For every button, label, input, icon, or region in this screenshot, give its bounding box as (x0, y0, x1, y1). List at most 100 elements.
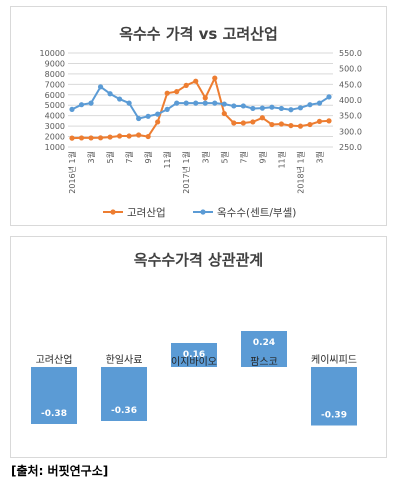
series-2-point (307, 102, 313, 108)
series-1-point (212, 75, 218, 81)
series-1-point (88, 135, 94, 141)
series-1-point (259, 115, 265, 121)
series-1-point (193, 78, 199, 84)
series-1-point (231, 120, 237, 126)
series-2-point (326, 94, 332, 100)
series-2-point (164, 106, 170, 112)
x-tick-label: 9월 (257, 151, 267, 163)
legend-marker (110, 209, 116, 215)
bar-4 (241, 331, 287, 367)
series-1-point (240, 120, 246, 126)
x-tick-label: 11월 (162, 151, 172, 169)
y-left-tick-label: 4000 (45, 112, 65, 121)
series-1-point (183, 82, 189, 88)
y-right-tick-label: 400.0 (339, 96, 362, 105)
bar-3 (171, 343, 217, 367)
y-right-tick-label: 350.0 (339, 112, 362, 121)
bar-2 (101, 367, 147, 421)
series-1-point (269, 121, 275, 128)
series-2-point (212, 100, 218, 106)
series-2-point (202, 100, 208, 106)
price-chart-title: 옥수수 가격 vs 고려산업 (119, 25, 278, 43)
series-1-point (145, 133, 151, 140)
y-left-tick-label: 9000 (45, 59, 65, 68)
x-tick-label: 11월 (276, 151, 286, 169)
bar-value-label: -0.39 (321, 411, 347, 421)
y-left-tick-label: 6000 (45, 91, 65, 100)
legend-marker (200, 209, 206, 215)
series-1-point (278, 121, 285, 127)
x-tick-label: 7월 (124, 151, 134, 163)
y-right-tick-label: 500.0 (339, 65, 362, 74)
series-1-point (202, 95, 208, 101)
series-1-point (97, 135, 104, 141)
y-left-tick-label: 5000 (45, 101, 65, 110)
bar-value-label: -0.38 (41, 409, 67, 419)
series-1-point (250, 119, 256, 125)
series-2-point (155, 111, 161, 117)
series-2-point (250, 105, 256, 112)
bar-category-label: 고려산업 (36, 353, 73, 366)
series-2-point (231, 103, 237, 109)
series-1-point (126, 133, 132, 139)
series-1-point (326, 118, 332, 124)
bar-category-label: 한일사료 (106, 354, 143, 366)
series-1-point (164, 90, 170, 96)
x-tick-label: 2016년 1월 (67, 151, 77, 194)
y-right-tick-label: 450.0 (339, 80, 362, 89)
bar-value-label: -0.36 (111, 406, 137, 416)
series-1-point (78, 135, 85, 141)
y-left-tick-label: 8000 (45, 70, 65, 79)
bar-category-label: 팜스코 (250, 356, 278, 368)
legend-label: 옥수수(센트/부셸) (217, 207, 296, 219)
y-left-tick-label: 2000 (45, 133, 65, 142)
series-2-point (78, 102, 85, 108)
series-1-point (221, 110, 227, 117)
series-2-point (107, 91, 113, 97)
series-2-point (174, 100, 180, 106)
series-line-2 (71, 85, 330, 120)
bar-value-label: 0.16 (183, 350, 205, 360)
series-2-point (240, 103, 246, 109)
x-tick-label: 2018년 1월 (295, 151, 305, 194)
x-tick-label: 2017년 1월 (181, 151, 191, 194)
series-2-point (126, 100, 132, 106)
series-2-point (97, 84, 104, 90)
bar-value-label: 0.24 (253, 338, 275, 348)
x-tick-label: 5월 (219, 151, 229, 163)
y-left-tick-label: 3000 (45, 122, 65, 131)
series-2-point (221, 101, 227, 107)
series-2-point (88, 100, 94, 106)
series-1-point (136, 132, 142, 138)
x-tick-label: 3월 (314, 151, 324, 163)
series-1-point (116, 133, 123, 139)
series-2-point (193, 100, 199, 106)
x-tick-label: 5월 (105, 151, 115, 163)
bar-category-label: 케이씨피드 (311, 354, 357, 366)
series-1-point (107, 134, 113, 140)
series-2-point (259, 105, 265, 111)
series-1-point (69, 135, 75, 141)
series-2-point (278, 105, 285, 112)
series-2-point (116, 96, 123, 102)
series-1-point (155, 119, 161, 125)
series-2-point (183, 100, 189, 106)
series-1-point (316, 118, 323, 125)
series-2-point (145, 113, 151, 119)
series-1-point (288, 122, 294, 129)
y-right-tick-label: 300.0 (339, 127, 362, 136)
series-2-point (297, 105, 304, 111)
x-tick-label: 7월 (238, 151, 248, 163)
x-tick-label: 3월 (200, 151, 210, 163)
bar-5 (311, 367, 357, 426)
series-1-point (307, 121, 313, 128)
source-caption: [출처: 버핏연구소] (11, 464, 109, 478)
legend-label: 고려산업 (127, 206, 166, 219)
correlation-chart-panel: 옥수수가격 상관관계 -0.38 고려산업 -0.36 한일사료 0.16 이지바이오 0.… (10, 236, 387, 458)
series-2-point (269, 104, 275, 110)
bar-category-label: 이지바이오 (171, 356, 217, 368)
y-right-tick-label: 250.0 (339, 143, 362, 152)
y-left-tick-label: 10000 (40, 49, 65, 58)
